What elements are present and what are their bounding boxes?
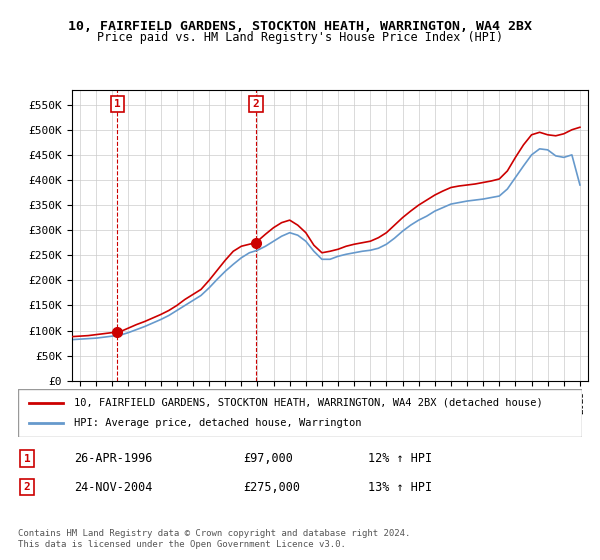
Text: 1: 1 xyxy=(23,454,31,464)
Text: Price paid vs. HM Land Registry's House Price Index (HPI): Price paid vs. HM Land Registry's House … xyxy=(97,31,503,44)
Text: £97,000: £97,000 xyxy=(244,452,293,465)
Text: 12% ↑ HPI: 12% ↑ HPI xyxy=(368,452,432,465)
Text: 2: 2 xyxy=(23,482,31,492)
Text: 2: 2 xyxy=(253,99,259,109)
FancyBboxPatch shape xyxy=(18,389,582,437)
Text: Contains HM Land Registry data © Crown copyright and database right 2024.
This d: Contains HM Land Registry data © Crown c… xyxy=(18,529,410,549)
Text: 10, FAIRFIELD GARDENS, STOCKTON HEATH, WARRINGTON, WA4 2BX (detached house): 10, FAIRFIELD GARDENS, STOCKTON HEATH, W… xyxy=(74,398,543,408)
Text: 26-APR-1996: 26-APR-1996 xyxy=(74,452,153,465)
Text: 10, FAIRFIELD GARDENS, STOCKTON HEATH, WARRINGTON, WA4 2BX: 10, FAIRFIELD GARDENS, STOCKTON HEATH, W… xyxy=(68,20,532,32)
Text: 1: 1 xyxy=(114,99,121,109)
Text: 24-NOV-2004: 24-NOV-2004 xyxy=(74,480,153,493)
Text: 13% ↑ HPI: 13% ↑ HPI xyxy=(368,480,432,493)
Text: £275,000: £275,000 xyxy=(244,480,301,493)
Text: HPI: Average price, detached house, Warrington: HPI: Average price, detached house, Warr… xyxy=(74,418,362,428)
